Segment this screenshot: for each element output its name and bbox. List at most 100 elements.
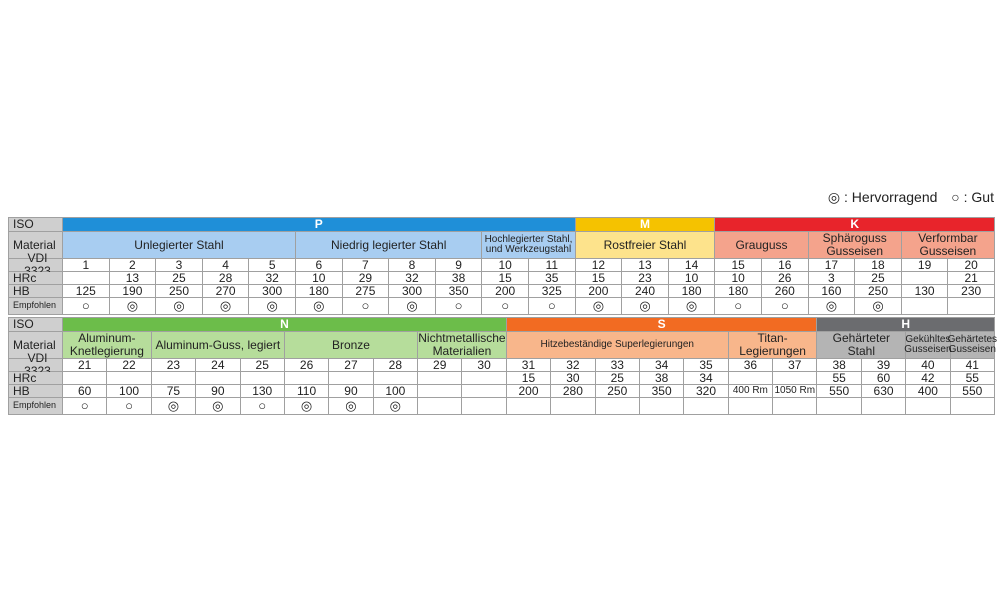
vdi-cell: 8 bbox=[389, 258, 436, 272]
rating-cell bbox=[861, 398, 907, 415]
row-label: Material bbox=[8, 332, 63, 359]
material: Hochlegierter Stahl, und Werkzeugstahl bbox=[482, 232, 576, 259]
hrc-cell bbox=[773, 372, 818, 385]
hb-cell: 250 bbox=[156, 284, 203, 298]
hrc-cell bbox=[901, 272, 949, 285]
hrc-cell: 30 bbox=[551, 371, 596, 385]
vdi-cell: 10 bbox=[482, 258, 529, 272]
hb-cell: 240 bbox=[622, 284, 669, 298]
hb-cell bbox=[462, 385, 507, 398]
rating-cell: ○ bbox=[435, 298, 483, 315]
row-label: ISO bbox=[8, 218, 63, 232]
hb-cell: 320 bbox=[684, 384, 729, 398]
hb-cell: 630 bbox=[861, 384, 907, 398]
rating-cell: ◎ bbox=[808, 298, 856, 315]
vdi-cell: 22 bbox=[107, 358, 152, 372]
hb-cell: 250 bbox=[855, 284, 902, 298]
hb-cell: 400 Rm bbox=[728, 385, 774, 398]
hrc-cell: 15 bbox=[482, 271, 529, 285]
vdi-cell: 25 bbox=[240, 358, 285, 372]
row-label: HB bbox=[8, 384, 63, 398]
hb-cell: 550 bbox=[817, 384, 862, 398]
hb-cell: 300 bbox=[249, 284, 296, 298]
vdi-cell: 12 bbox=[575, 258, 623, 272]
vdi-cell: 13 bbox=[622, 258, 669, 272]
vdi-cell: 19 bbox=[901, 258, 949, 272]
iso-group: N bbox=[63, 318, 507, 332]
rating-cell: ○ bbox=[529, 298, 576, 315]
hrc-cell: 15 bbox=[575, 271, 623, 285]
hb-cell: 110 bbox=[284, 384, 330, 398]
hrc-cell bbox=[418, 372, 463, 385]
hb-cell: 90 bbox=[196, 384, 241, 398]
hb-cell: 230 bbox=[948, 284, 995, 298]
hrc-cell bbox=[63, 272, 110, 285]
vdi-cell: 15 bbox=[715, 258, 762, 272]
hb-cell: 125 bbox=[63, 284, 110, 298]
rating-cell bbox=[506, 398, 552, 415]
hrc-cell bbox=[284, 372, 330, 385]
vdi-cell: 4 bbox=[202, 258, 250, 272]
vdi-cell: 36 bbox=[728, 358, 774, 372]
hrc-cell: 42 bbox=[906, 371, 951, 385]
hrc-cell: 32 bbox=[249, 271, 296, 285]
rating-cell bbox=[773, 398, 818, 415]
rating-cell: ◎ bbox=[151, 398, 197, 415]
rating-cell: ○ bbox=[107, 398, 152, 415]
vdi-cell: 14 bbox=[668, 258, 716, 272]
vdi-cell: 26 bbox=[284, 358, 330, 372]
material: Rostfreier Stahl bbox=[575, 232, 716, 259]
vdi-cell: 27 bbox=[329, 358, 374, 372]
iso-group: H bbox=[817, 318, 995, 332]
hrc-cell bbox=[329, 372, 374, 385]
vdi-cell: 24 bbox=[196, 358, 241, 372]
rating-cell: ◎ bbox=[855, 298, 902, 315]
rating-cell bbox=[950, 398, 995, 415]
hb-cell: 190 bbox=[109, 284, 157, 298]
material: Sphäroguss Gusseisen bbox=[808, 232, 902, 259]
hb-cell: 1050 Rm bbox=[773, 385, 818, 398]
hrc-cell bbox=[151, 372, 197, 385]
vdi-cell: 2 bbox=[109, 258, 157, 272]
hrc-cell: 10 bbox=[715, 271, 762, 285]
hb-cell: 130 bbox=[901, 284, 949, 298]
material: Unlegierter Stahl bbox=[63, 232, 296, 259]
hb-cell: 325 bbox=[529, 284, 576, 298]
rating-cell: ◎ bbox=[575, 298, 623, 315]
hrc-cell: 21 bbox=[948, 271, 995, 285]
rating-cell: ◎ bbox=[389, 298, 436, 315]
rating-cell: ◎ bbox=[668, 298, 716, 315]
row-label: HRc bbox=[8, 271, 63, 285]
row-label: HRc bbox=[8, 371, 63, 385]
rating-cell: ○ bbox=[762, 298, 809, 315]
row-label: ISO bbox=[8, 318, 63, 332]
rating-cell bbox=[948, 298, 995, 315]
iso-group: S bbox=[506, 318, 818, 332]
rating-cell: ○ bbox=[63, 398, 108, 415]
material: Nichtmetallische Materialien bbox=[418, 331, 507, 359]
vdi-cell: 7 bbox=[342, 258, 390, 272]
hb-cell: 200 bbox=[506, 384, 552, 398]
vdi-cell: 38 bbox=[817, 358, 862, 372]
hrc-cell: 28 bbox=[202, 271, 250, 285]
rating-cell bbox=[901, 298, 949, 315]
hrc-cell bbox=[373, 372, 419, 385]
hrc-cell: 55 bbox=[817, 371, 862, 385]
vdi-cell: 3 bbox=[156, 258, 203, 272]
hrc-cell: 10 bbox=[296, 271, 343, 285]
hb-cell: 100 bbox=[373, 384, 419, 398]
hb-cell: 90 bbox=[329, 384, 374, 398]
hb-cell: 60 bbox=[63, 384, 108, 398]
hrc-cell bbox=[196, 372, 241, 385]
vdi-cell: 18 bbox=[855, 258, 902, 272]
rating-cell: ◎ bbox=[284, 398, 330, 415]
legend: ◎ : Hervorragend ○ : Gut bbox=[818, 189, 994, 206]
rating-cell: ◎ bbox=[202, 298, 250, 315]
vdi-cell: 41 bbox=[950, 358, 995, 372]
material: Aluminum- Knetlegierung bbox=[63, 332, 152, 359]
hb-cell: 130 bbox=[240, 384, 285, 398]
hb-cell: 350 bbox=[639, 384, 685, 398]
hb-cell: 350 bbox=[435, 284, 483, 298]
vdi-cell: 33 bbox=[595, 358, 640, 372]
